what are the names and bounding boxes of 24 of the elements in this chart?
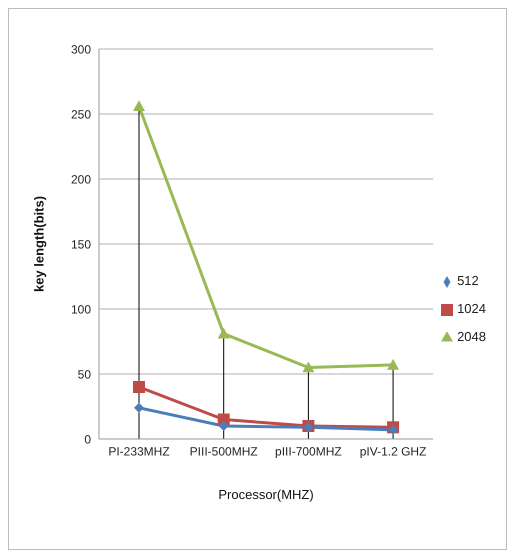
- y-tick-label: 300: [70, 42, 92, 56]
- point: [387, 358, 400, 370]
- x-axis-title: Processor(MHZ): [218, 487, 314, 502]
- y-tick-label: 0: [84, 432, 92, 446]
- point: [388, 424, 398, 435]
- point: [218, 421, 229, 431]
- legend-label: 512: [457, 273, 479, 288]
- point: [134, 402, 144, 413]
- point: [133, 381, 145, 393]
- point: [218, 328, 230, 338]
- y-tick-label: 250: [70, 107, 92, 122]
- y-tick-label: 150: [70, 237, 92, 252]
- x-tick-label: PIII-500MHZ: [190, 444, 258, 459]
- legend-label: 1024: [457, 301, 486, 316]
- y-tick-label: 50: [78, 367, 92, 382]
- x-tick-label: PI-233MHZ: [108, 444, 170, 459]
- x-tick-label: pIV-1.2 GHZ: [360, 444, 426, 459]
- legend-label: 2048: [457, 329, 486, 344]
- y-axis-title: key length(bits): [32, 196, 47, 292]
- point: [302, 362, 314, 372]
- point: [133, 100, 145, 111]
- y-tick-label: 200: [70, 172, 92, 186]
- y-tick-label: 100: [70, 302, 92, 316]
- x-tick-label: pIII-700MHZ: [275, 444, 342, 459]
